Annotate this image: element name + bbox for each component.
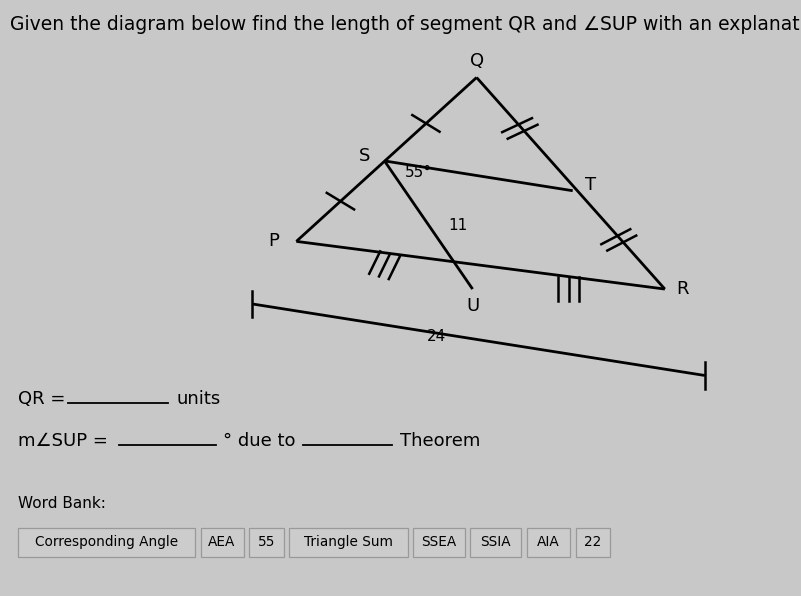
Text: T: T (585, 176, 596, 194)
Text: 24: 24 (427, 329, 446, 344)
Text: AIA: AIA (537, 535, 560, 550)
Text: R: R (676, 280, 689, 298)
Text: Q: Q (469, 52, 484, 70)
Text: Word Bank:: Word Bank: (18, 496, 106, 511)
Text: P: P (268, 232, 280, 250)
FancyBboxPatch shape (18, 528, 195, 557)
FancyBboxPatch shape (200, 528, 244, 557)
Text: Theorem: Theorem (400, 432, 481, 450)
FancyBboxPatch shape (413, 528, 465, 557)
Text: U: U (466, 297, 479, 315)
FancyBboxPatch shape (527, 528, 570, 557)
Text: QR =: QR = (18, 390, 65, 408)
Text: S: S (359, 147, 370, 165)
Text: 55: 55 (258, 535, 275, 550)
FancyBboxPatch shape (249, 528, 284, 557)
FancyBboxPatch shape (575, 528, 610, 557)
Text: Corresponding Angle: Corresponding Angle (34, 535, 178, 550)
Text: Triangle Sum: Triangle Sum (304, 535, 393, 550)
Text: units: units (176, 390, 220, 408)
FancyBboxPatch shape (289, 528, 408, 557)
Text: SSEA: SSEA (421, 535, 457, 550)
Text: SSIA: SSIA (481, 535, 511, 550)
Text: ° due to: ° due to (223, 432, 296, 450)
Text: Given the diagram below find the length of segment QR and ∠SUP with an explanati: Given the diagram below find the length … (10, 15, 801, 34)
Text: 11: 11 (449, 218, 468, 233)
Text: m∠SUP =: m∠SUP = (18, 432, 107, 450)
Text: 22: 22 (584, 535, 602, 550)
FancyBboxPatch shape (470, 528, 521, 557)
Text: AEA: AEA (208, 535, 235, 550)
Text: 55°: 55° (405, 165, 432, 181)
